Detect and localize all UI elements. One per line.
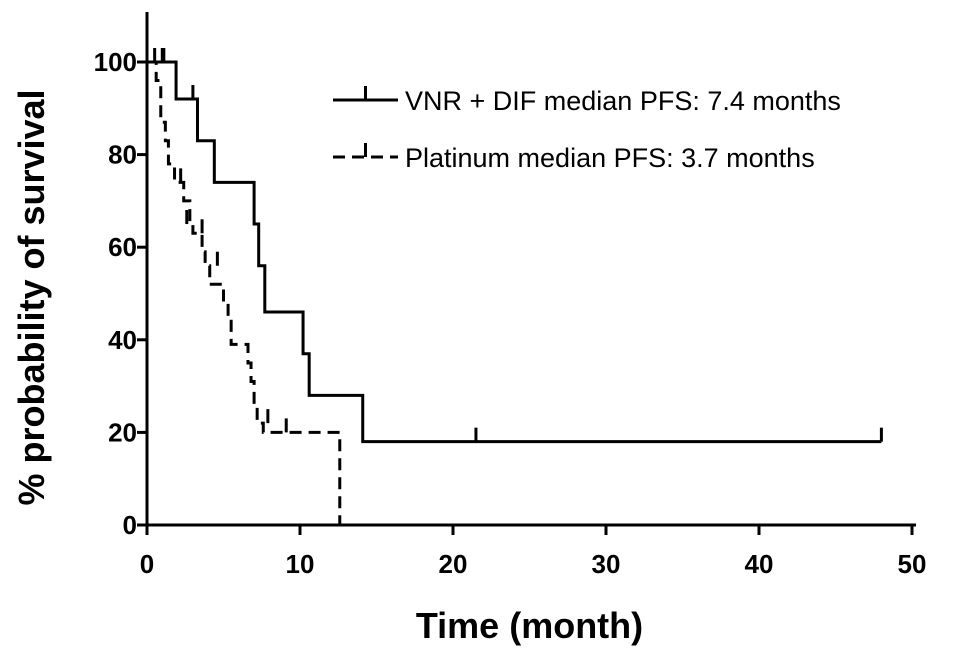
x-axis-title: Time (month) xyxy=(416,605,643,646)
y-axis-title: % probability of survival xyxy=(11,89,52,505)
x-tick-label: 40 xyxy=(745,549,774,579)
legend: VNR + DIF median PFS: 7.4 months Platinum… xyxy=(333,86,841,173)
y-tick-label: 40 xyxy=(108,325,137,355)
y-tick-label: 100 xyxy=(94,47,137,77)
y-tick-label: 20 xyxy=(108,417,137,447)
y-tick-label: 0 xyxy=(123,510,137,540)
x-tick-label: 10 xyxy=(286,549,315,579)
x-tick-label: 30 xyxy=(592,549,621,579)
legend-entry-2: Platinum median PFS: 3.7 months xyxy=(405,143,815,173)
series-2-curve xyxy=(147,60,342,525)
legend-entry-1: VNR + DIF median PFS: 7.4 months xyxy=(405,86,841,116)
curves xyxy=(147,48,883,525)
x-tick-label: 20 xyxy=(439,549,468,579)
axes: 0 10 20 30 40 50 0 20 40 60 80 100 Time (month) % pro… xyxy=(11,12,926,646)
series-1-curve xyxy=(147,60,882,444)
x-tick-label: 50 xyxy=(898,549,927,579)
y-tick-label: 60 xyxy=(108,232,137,262)
x-tick-label: 0 xyxy=(140,549,154,579)
y-tick-label: 80 xyxy=(108,140,137,170)
